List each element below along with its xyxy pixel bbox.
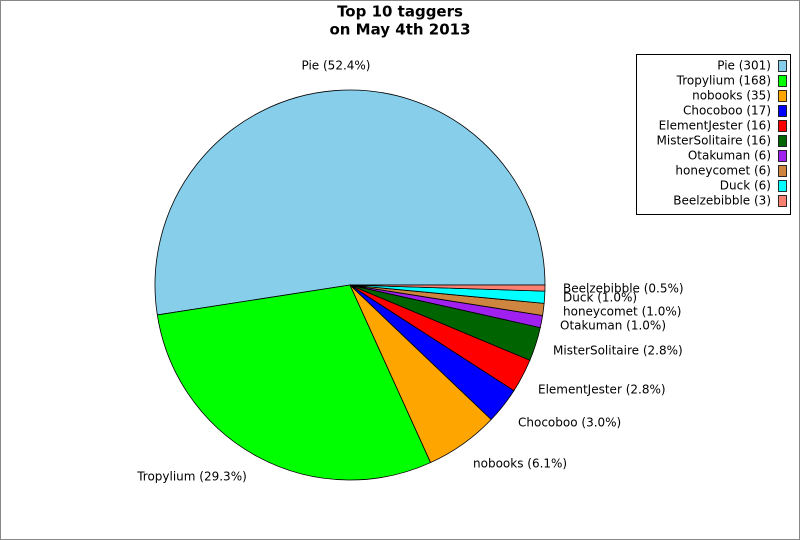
legend-swatch <box>778 105 787 117</box>
legend-swatch <box>778 135 787 147</box>
legend-label: Tropylium (168) <box>676 74 771 88</box>
legend-label: Beelzebibble (3) <box>673 194 771 208</box>
slice-label: Beelzebibble (0.5%) <box>563 282 684 296</box>
legend-label: Duck (6) <box>720 179 771 193</box>
legend-swatch <box>778 90 787 102</box>
legend-swatch <box>778 150 787 162</box>
legend-box <box>636 54 791 215</box>
legend-swatch <box>778 165 787 177</box>
slice-label: Tropylium (29.3%) <box>136 470 247 484</box>
legend-label: Otakuman (6) <box>688 149 771 163</box>
slice-label: Chocoboo (3.0%) <box>518 416 621 430</box>
legend-label: honeycomet (6) <box>675 164 771 178</box>
chart-title: on May 4th 2013 <box>329 21 470 39</box>
legend-label: nobooks (35) <box>692 89 771 103</box>
slice-label: MisterSolitaire (2.8%) <box>553 344 683 358</box>
legend-label: Pie (301) <box>717 59 771 73</box>
legend-label: MisterSolitaire (16) <box>657 134 771 148</box>
legend-swatch <box>778 120 787 132</box>
slice-label: ElementJester (2.8%) <box>538 383 666 397</box>
slice-label: Pie (52.4%) <box>302 59 371 73</box>
legend-label: Chocoboo (17) <box>683 104 771 118</box>
pie-slice <box>349 284 546 292</box>
legend-swatch <box>778 60 787 72</box>
slice-label: Duck (1.0%) <box>563 291 637 305</box>
chart-title: Top 10 taggers <box>337 3 463 21</box>
legend-swatch <box>778 180 787 192</box>
legend-swatch <box>778 75 787 87</box>
pie-slice <box>156 284 432 481</box>
slice-label: nobooks (6.1%) <box>473 457 567 471</box>
legend-swatch <box>778 195 787 207</box>
pie-slice <box>154 89 546 316</box>
slice-label: Otakuman (1.0%) <box>560 319 666 333</box>
slice-label: honeycomet (1.0%) <box>563 305 681 319</box>
legend-label: ElementJester (16) <box>659 119 771 133</box>
